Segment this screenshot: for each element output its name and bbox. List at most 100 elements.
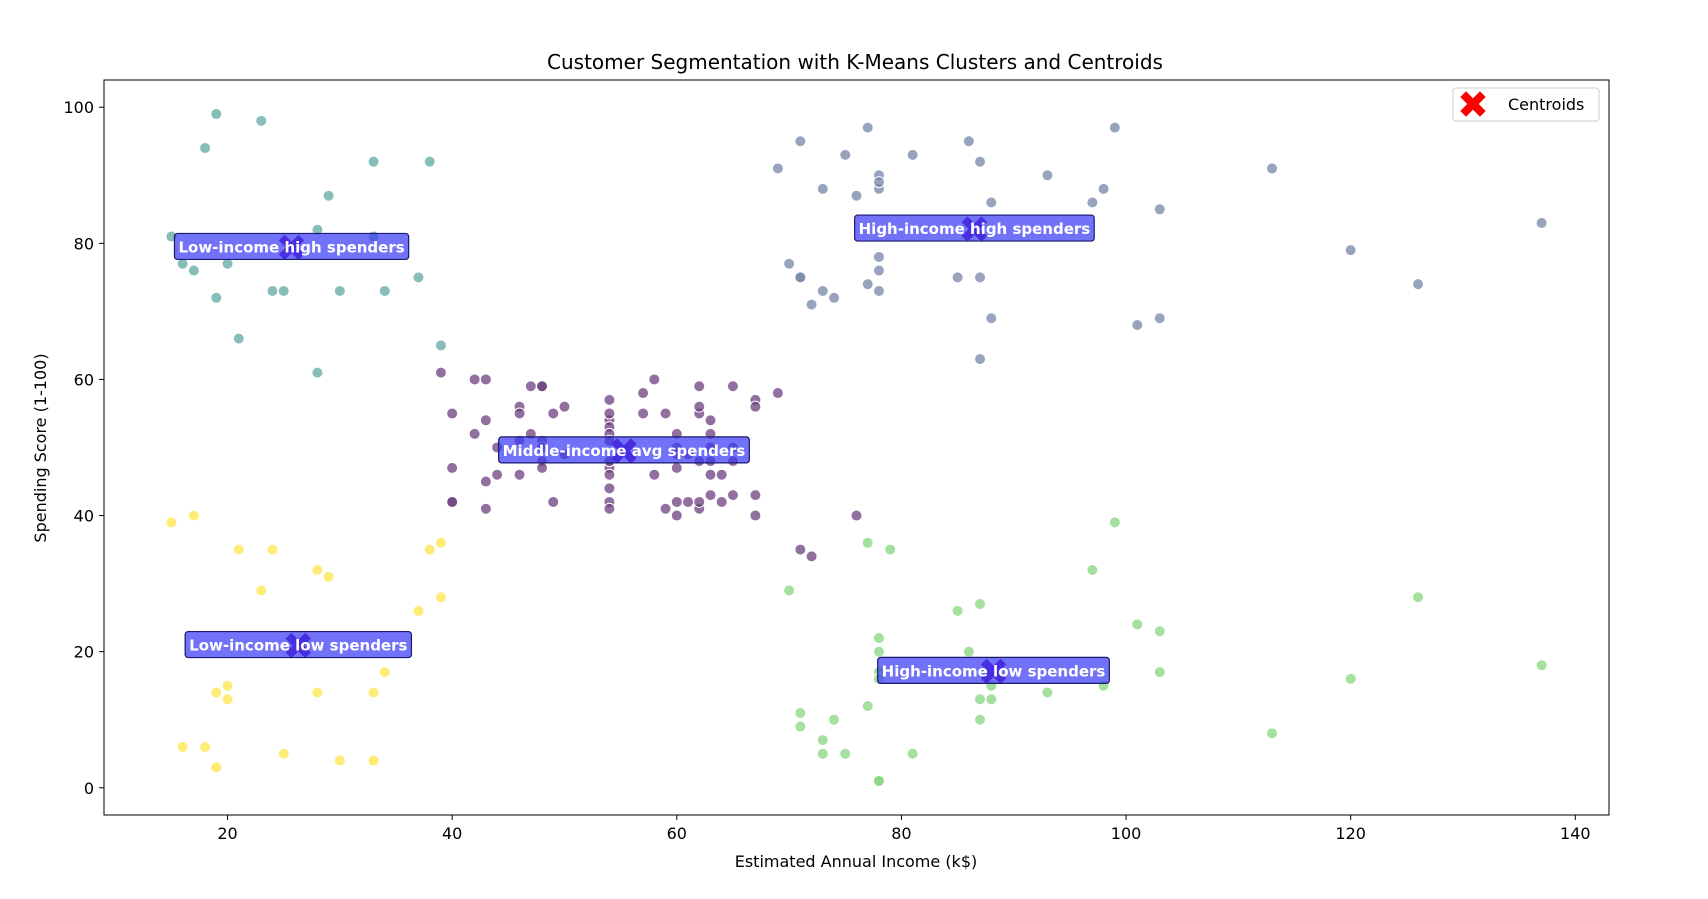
scatter-point <box>906 148 919 161</box>
scatter-point <box>311 686 324 699</box>
annotation-box <box>877 656 1110 685</box>
scatter-point <box>446 461 459 474</box>
scatter-point <box>974 693 987 706</box>
x-tick-label: 100 <box>1111 824 1142 843</box>
scatter-point <box>1108 516 1121 529</box>
scatter-point <box>805 298 818 311</box>
scatter-point <box>906 747 919 760</box>
scatter-point <box>434 339 447 352</box>
scatter-point <box>704 414 717 427</box>
scatter-point <box>1412 591 1425 604</box>
scatter-point <box>794 543 807 556</box>
scatter-point <box>659 502 672 515</box>
scatter-point <box>974 713 987 726</box>
scatter-point <box>266 543 279 556</box>
annotation-text: Low-income high spenders <box>178 238 404 256</box>
y-tick-label: 40 <box>74 507 94 526</box>
scatter-point <box>783 257 796 270</box>
scatter-point <box>434 536 447 549</box>
scatter-point <box>872 264 885 277</box>
scatter-point <box>771 162 784 175</box>
cluster-annotations: Low-income high spenders Low-income low s… <box>173 214 1110 685</box>
scatter-point <box>872 774 885 787</box>
plot-area <box>103 79 1610 816</box>
scatter-point <box>985 196 998 209</box>
scatter-point <box>423 543 436 556</box>
scatter-point <box>367 754 380 767</box>
scatter-point <box>704 489 717 502</box>
scatter-point <box>985 312 998 325</box>
scatter-point <box>637 387 650 400</box>
scatter-point <box>828 291 841 304</box>
annotation-label: Low-income low spenders <box>184 630 413 659</box>
y-tick-label: 100 <box>63 98 94 117</box>
scatter-point <box>1344 672 1357 685</box>
scatter-point <box>974 155 987 168</box>
x-tick-label: 140 <box>1560 824 1591 843</box>
scatter-point <box>210 761 223 774</box>
scatter-point <box>277 747 290 760</box>
scatter-point <box>210 108 223 121</box>
scatter-point <box>176 740 189 753</box>
scatter-point <box>199 740 212 753</box>
scatter-point <box>434 366 447 379</box>
scatter-point <box>210 686 223 699</box>
x-tick-label: 120 <box>1335 824 1366 843</box>
y-tick-label: 60 <box>74 370 94 389</box>
scatter-point <box>1412 278 1425 291</box>
scatter-point <box>648 373 661 386</box>
y-axis-title: Spending Score (1-100) <box>31 353 50 542</box>
scatter-point <box>1153 666 1166 679</box>
scatter-point <box>985 693 998 706</box>
scatter-point <box>367 686 380 699</box>
scatter-point <box>187 509 200 522</box>
scatter-point <box>1266 162 1279 175</box>
scatter-point <box>1344 244 1357 257</box>
scatter-point <box>962 135 975 148</box>
y-axis: 0 20 40 60 80 100 <box>63 98 104 798</box>
scatter-point <box>255 584 268 597</box>
scatter-point <box>670 461 683 474</box>
x-tick-label: 60 <box>667 824 687 843</box>
scatter-point <box>1131 618 1144 631</box>
scatter-point <box>1535 216 1548 229</box>
scatter-point <box>861 536 874 549</box>
scatter-point <box>861 121 874 134</box>
scatter-point <box>1153 203 1166 216</box>
scatter-point <box>266 284 279 297</box>
scatter-point <box>839 747 852 760</box>
scatter-point <box>603 468 616 481</box>
scatter-point <box>861 278 874 291</box>
scatter-point <box>715 495 728 508</box>
scatter-point <box>603 502 616 515</box>
scatter-point <box>524 380 537 393</box>
annotation-label: Middle-income avg spenders <box>498 436 750 464</box>
scatter-point <box>446 495 459 508</box>
y-tick-label: 80 <box>74 234 94 253</box>
scatter-point <box>962 645 975 658</box>
scatter-point <box>816 747 829 760</box>
scatter-point <box>1266 727 1279 740</box>
scatter-point <box>333 754 346 767</box>
scatter-point <box>771 387 784 400</box>
scatter-point <box>715 468 728 481</box>
annotation-box <box>173 232 410 261</box>
scatter-point <box>850 509 863 522</box>
scatter-point <box>322 570 335 583</box>
annotation-label: Low-income high spenders <box>173 232 410 261</box>
scatter-point <box>434 591 447 604</box>
scatter-point <box>637 407 650 420</box>
scatter-point <box>547 495 560 508</box>
scatter-point <box>603 393 616 406</box>
scatter-point <box>816 284 829 297</box>
scatter-point <box>861 700 874 713</box>
scatter-point <box>513 407 526 420</box>
scatter-point <box>479 502 492 515</box>
scatter-point <box>693 380 706 393</box>
scatter-point <box>670 509 683 522</box>
scatter-point <box>749 509 762 522</box>
y-tick-label: 20 <box>74 643 94 662</box>
scatter-point <box>491 468 504 481</box>
scatter-point <box>659 407 672 420</box>
annotation-label: High-income low spenders <box>877 656 1110 685</box>
